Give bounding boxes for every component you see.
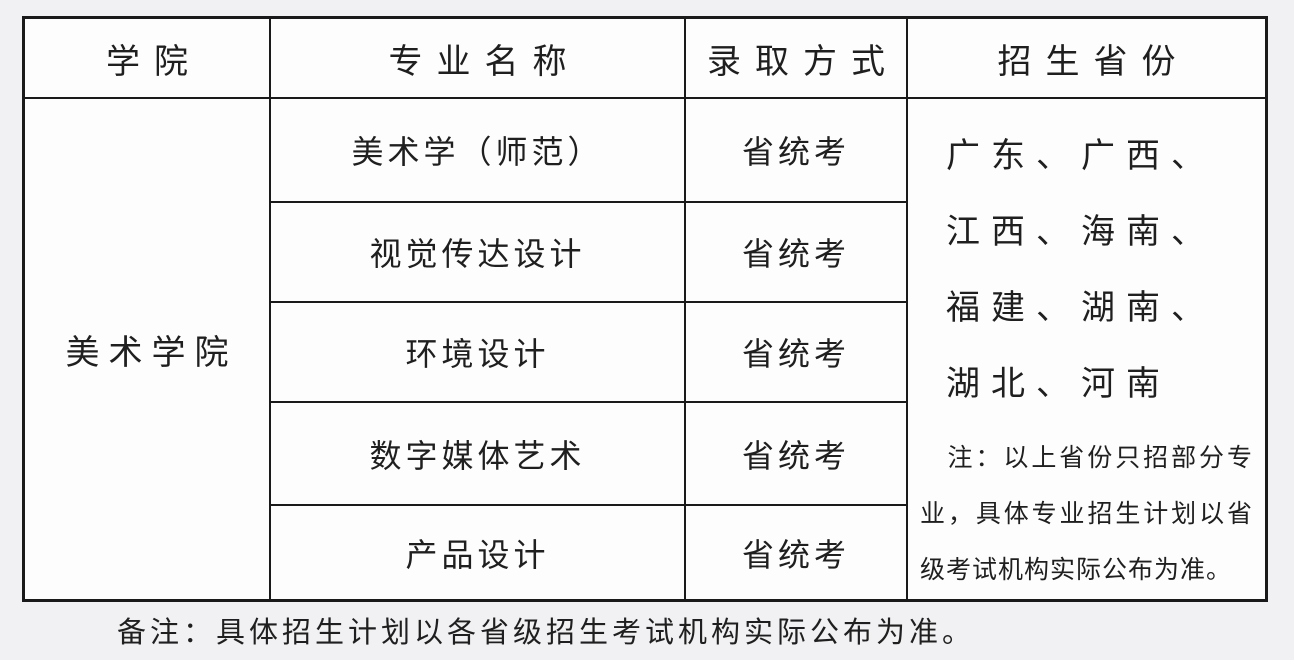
provinces-note: 注：以上省份只招部分专业，具体专业招生计划以省级考试机构实际公布为准。 bbox=[920, 445, 1253, 584]
major-cell: 产品设计 bbox=[271, 506, 686, 599]
major-cell: 美术学（师范） bbox=[271, 99, 686, 203]
column-header-major: 专业名称 bbox=[271, 19, 686, 99]
admission-cell: 省统考 bbox=[686, 99, 908, 203]
provinces-cell: 广东、广西、江西、海南、福建、湖南、湖北、河南 注：以上省份只招部分专业，具体专… bbox=[908, 99, 1265, 599]
major-cell: 环境设计 bbox=[271, 303, 686, 403]
major-cell: 视觉传达设计 bbox=[271, 203, 686, 303]
college-cell: 美术学院 bbox=[25, 99, 271, 599]
admission-cell: 省统考 bbox=[686, 203, 908, 303]
admission-cell: 省统考 bbox=[686, 303, 908, 403]
major-cell: 数字媒体艺术 bbox=[271, 403, 686, 506]
footer-note: 备注：具体招生计划以各省级招生考试机构实际公布为准。 bbox=[117, 617, 976, 649]
admission-cell: 省统考 bbox=[686, 403, 908, 506]
admission-cell: 省统考 bbox=[686, 506, 908, 599]
admissions-table: 学院 专业名称 录取方式 招生省份 美术学院 美术学（师范） 省统考 视觉传达设… bbox=[22, 16, 1268, 602]
provinces-list: 广东、广西、江西、海南、福建、湖南、湖北、河南 bbox=[946, 138, 1216, 403]
column-header-admission-method: 录取方式 bbox=[686, 19, 908, 99]
column-header-provinces: 招生省份 bbox=[908, 19, 1265, 99]
column-header-college: 学院 bbox=[25, 19, 271, 99]
